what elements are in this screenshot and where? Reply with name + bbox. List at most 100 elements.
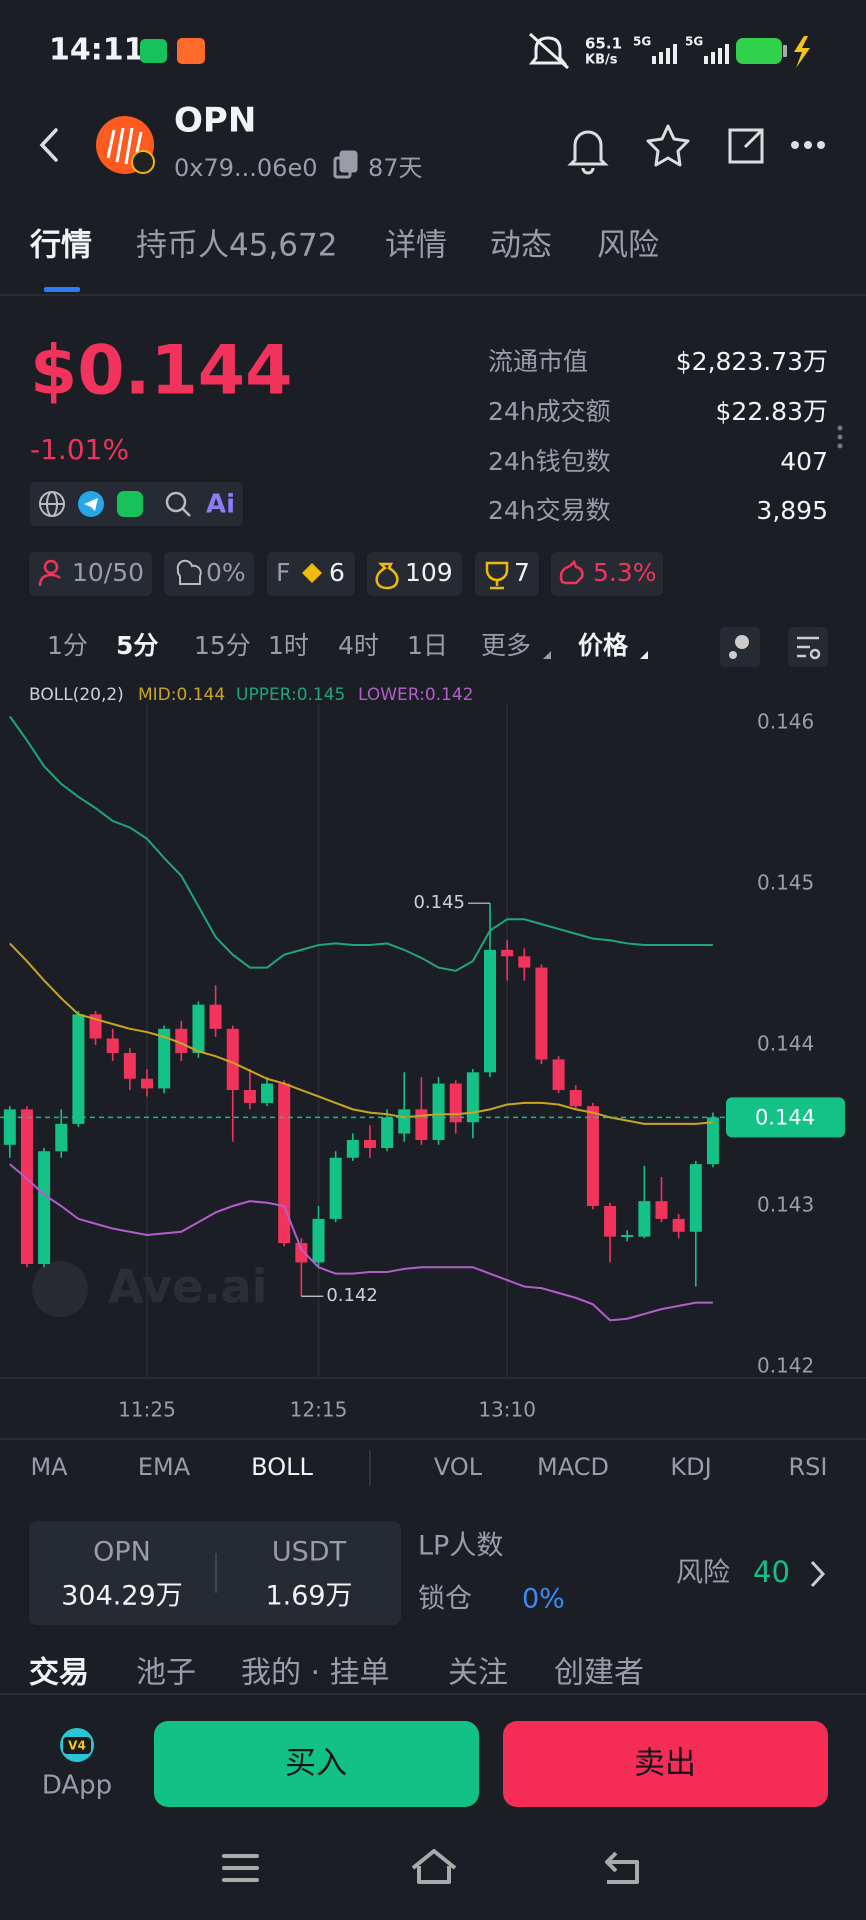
y-tick-label: 0.142 — [757, 1354, 814, 1378]
back-nav[interactable] — [605, 1851, 639, 1884]
indicator-tab[interactable]: VOL — [434, 1453, 483, 1481]
y-tick-label: 0.146 — [757, 709, 814, 733]
net-speed: 65.1 — [585, 35, 622, 53]
timeframe[interactable]: 价格 — [578, 631, 629, 660]
indicator-tab[interactable]: BOLL — [251, 1453, 313, 1481]
candle-body — [655, 1201, 668, 1219]
candle-body — [621, 1235, 634, 1238]
candle-body — [106, 1038, 119, 1053]
chat-icon[interactable] — [117, 491, 143, 517]
indicator-tab[interactable]: RSI — [789, 1453, 828, 1481]
badge-value: 7 — [514, 558, 530, 587]
copy-icon[interactable] — [333, 150, 358, 179]
badge-value: 6 — [329, 558, 345, 587]
x-tick-label: 13:10 — [478, 1398, 536, 1422]
buy-button[interactable] — [154, 1721, 479, 1807]
watermark-logo — [32, 1261, 88, 1317]
badge-label: F — [276, 558, 290, 587]
share-icon[interactable] — [728, 128, 764, 164]
indicator-tab[interactable]: EMA — [138, 1453, 191, 1481]
indicator-tab[interactable]: KDJ — [670, 1453, 711, 1481]
stat-label: 24h钱包数 — [488, 447, 611, 476]
timeframe[interactable]: 1时 — [268, 631, 309, 660]
x-tick-label: 11:25 — [118, 1398, 176, 1422]
indicator-tab[interactable]: MACD — [537, 1453, 609, 1481]
pool-card — [29, 1521, 401, 1625]
timeframe[interactable]: 1日 — [407, 631, 448, 660]
signal-icon — [704, 44, 729, 64]
ai-button[interactable]: Ai — [206, 490, 235, 520]
candle-body — [72, 1014, 85, 1124]
candle-body — [398, 1109, 411, 1134]
candle-body — [604, 1206, 617, 1237]
battery — [736, 38, 782, 64]
candle-body — [689, 1164, 702, 1232]
bottom-tab[interactable]: 关注 — [448, 1656, 508, 1691]
candle-body — [706, 1117, 719, 1165]
bell-icon[interactable] — [567, 130, 609, 175]
token-age: 87天 — [368, 154, 423, 182]
timeframe-bar: 1分 5分 15分 1时 4时 1日 更多 价格 — [47, 631, 648, 660]
telegram-glyph — [84, 498, 98, 511]
token-symbol: OPN — [174, 101, 256, 141]
legend-entry: MID:0.144 — [138, 685, 225, 705]
indicator-tab[interactable]: MA — [30, 1453, 68, 1481]
tab[interactable]: 动态 — [490, 228, 552, 264]
tab[interactable]: 详情 — [385, 228, 447, 264]
bottom-tab[interactable]: 我的 · 挂单 — [241, 1656, 390, 1691]
menu-nav[interactable] — [222, 1854, 259, 1882]
token-address: 0x79...06e0 — [174, 154, 317, 182]
stat-value: 3,895 — [756, 496, 828, 525]
tab[interactable]: 持币人45,672 — [136, 228, 337, 264]
pool-quote: USDT — [272, 1537, 347, 1568]
bnb-icon — [302, 563, 322, 583]
candle-body — [55, 1123, 68, 1152]
timeframe[interactable]: 5分 — [116, 631, 158, 660]
timeframe[interactable]: 1分 — [47, 631, 88, 660]
globe-icon[interactable] — [39, 491, 65, 517]
search-icon[interactable] — [165, 491, 187, 513]
candle-body — [158, 1028, 171, 1089]
drawing-icon — [729, 635, 749, 659]
badge-value: 109 — [405, 558, 453, 587]
stats: 流通市值 $2,823.73万 24h成交额 $22.83万 24h钱包数 407 24h交… — [488, 347, 828, 525]
more-icon[interactable] — [791, 141, 825, 149]
tab[interactable]: 风险 — [597, 228, 659, 264]
sell-button[interactable] — [503, 1721, 828, 1807]
candle-body — [175, 1028, 188, 1053]
candlestick-chart: Ave.ai 0.145 0.142 BOLL(20,2) MID:0.144 UPPER… — [0, 685, 845, 1422]
pool-quote-amount: 1.69万 — [265, 1581, 352, 1612]
trophy-icon — [485, 561, 509, 590]
chain-badge — [131, 150, 155, 174]
risk-arrow[interactable] — [810, 1560, 826, 1588]
stat-value: 407 — [780, 447, 828, 476]
stat-value: $2,823.73万 — [676, 347, 828, 376]
stat-value: $22.83万 — [716, 397, 828, 426]
y-tick-label: 0.143 — [757, 1193, 814, 1217]
timeframe[interactable]: 更多 — [481, 631, 531, 660]
bottom-tab[interactable]: 池子 — [136, 1656, 196, 1691]
risk-value[interactable]: 40 — [753, 1555, 790, 1589]
candle-body — [295, 1243, 308, 1263]
timeframe[interactable]: 15分 — [194, 631, 251, 660]
y-tick-label: 0.144 — [757, 1031, 814, 1055]
legend-entry: LOWER:0.142 — [358, 685, 473, 705]
badge-value: 0% — [206, 558, 246, 587]
tab[interactable]: 行情 — [29, 228, 92, 264]
candle-body — [535, 967, 548, 1060]
candle-body — [518, 956, 531, 968]
sell-label: 卖出 — [634, 1746, 696, 1782]
bottom-tab[interactable]: 交易 — [29, 1656, 89, 1691]
candle-body — [672, 1218, 685, 1232]
timeframe[interactable]: 4时 — [338, 631, 379, 660]
last-price-label: 0.144 — [755, 1105, 815, 1129]
candle-body — [432, 1083, 445, 1140]
bottom-tab[interactable]: 创建者 — [554, 1656, 644, 1691]
home-nav[interactable] — [411, 1849, 457, 1884]
back-button[interactable] — [39, 128, 58, 162]
candle-body — [226, 1028, 239, 1091]
status-time: 14:11 — [49, 33, 145, 68]
favorite-icon[interactable] — [646, 124, 690, 167]
dapp-label[interactable]: DApp — [42, 1771, 112, 1801]
